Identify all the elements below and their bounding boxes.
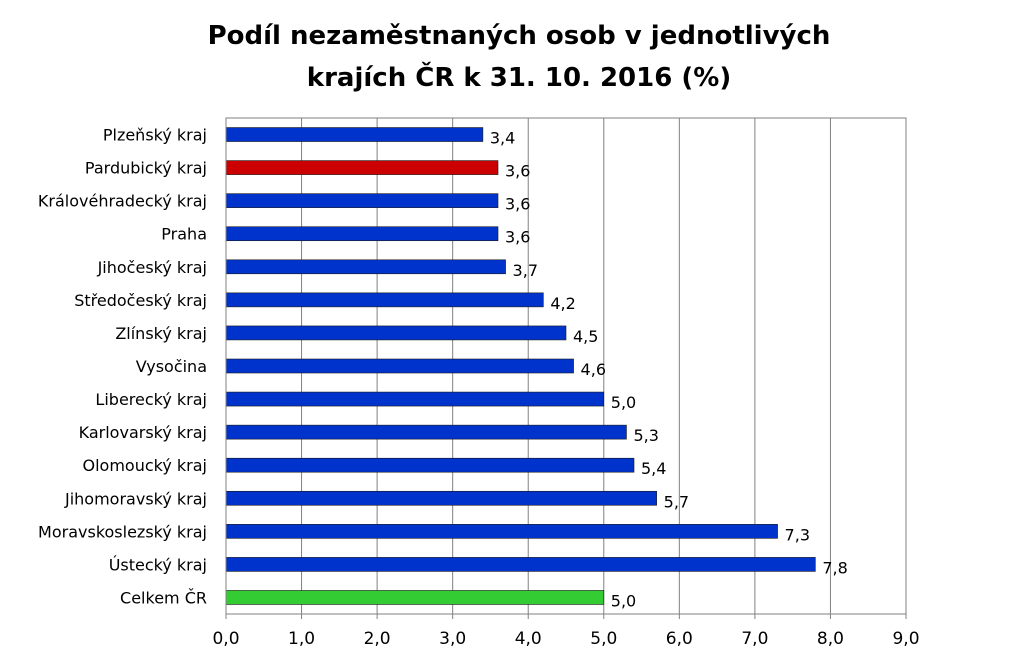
chart-title-line-1: Podíl nezaměstnaných osob v jednotlivých: [208, 21, 831, 51]
chart-title-line-2: krajích ČR k 31. 10. 2016 (%): [307, 61, 731, 93]
value-label: 3,6: [505, 162, 530, 181]
x-tick-label: 7,0: [741, 629, 768, 649]
bar: [225, 557, 816, 572]
category-label: Ústecký kraj: [109, 555, 207, 574]
x-tick-label: 1,0: [288, 629, 315, 649]
bar: [225, 358, 574, 374]
value-label: 3,6: [505, 195, 530, 214]
category-label: Zlínský kraj: [115, 324, 207, 343]
category-label: Vysočina: [136, 357, 207, 376]
x-tick-label: 9,0: [892, 629, 919, 649]
bar: [225, 524, 778, 539]
category-label: Jihomoravský kraj: [64, 489, 207, 508]
x-tick-label: 0,0: [212, 629, 239, 649]
value-label: 3,6: [505, 228, 530, 247]
bar: [225, 226, 499, 242]
category-label: Liberecký kraj: [95, 390, 207, 409]
bar: [225, 193, 499, 208]
value-label: 5,7: [664, 492, 689, 511]
category-label: Jihočeský kraj: [97, 258, 207, 277]
value-label: 5,3: [633, 426, 658, 445]
value-label: 7,3: [785, 525, 810, 544]
bar: [225, 391, 605, 407]
category-label: Karlovarský kraj: [79, 423, 207, 442]
value-label: 5,4: [641, 459, 666, 478]
bar: [225, 590, 605, 605]
value-label: 4,2: [550, 294, 575, 313]
category-label: Královéhradecký kraj: [38, 192, 207, 211]
value-label: 5,0: [611, 591, 636, 610]
value-label: 3,4: [490, 129, 515, 148]
category-label: Moravskoslezský kraj: [38, 522, 207, 541]
x-tick-label: 2,0: [364, 629, 391, 649]
category-label: Plzeňský kraj: [103, 126, 207, 145]
labels: 0,0 1,0 2,0 3,0 4,0 5,0 6,0 7,0 8,0 9,0 Plzeňský k…: [38, 126, 920, 649]
x-tick-label: 6,0: [666, 629, 693, 649]
bar: [225, 160, 499, 175]
category-label: Středočeský kraj: [74, 291, 207, 310]
category-label: Olomoucký kraj: [83, 456, 207, 475]
bar: [225, 292, 544, 308]
x-tick-label: 3,0: [439, 629, 466, 649]
bar: [225, 490, 657, 506]
x-tick-label: 8,0: [817, 629, 844, 649]
value-label: 4,5: [573, 327, 598, 346]
category-label: Praha: [161, 225, 207, 244]
bar: [225, 457, 635, 473]
x-tick-label: 5,0: [590, 629, 617, 649]
plot-area-frame: [225, 117, 907, 615]
category-label: Pardubický kraj: [85, 159, 207, 178]
bars: [225, 127, 816, 605]
bar: [225, 127, 484, 142]
value-label: 7,8: [822, 558, 847, 577]
value-label: 3,7: [513, 261, 538, 280]
category-label: Celkem ČR: [120, 588, 207, 607]
x-tick-label: 4,0: [515, 629, 542, 649]
bar: [225, 424, 627, 440]
value-label: 4,6: [581, 360, 606, 379]
bar: [225, 259, 506, 275]
value-label: 5,0: [611, 393, 636, 412]
bar: [225, 325, 567, 341]
